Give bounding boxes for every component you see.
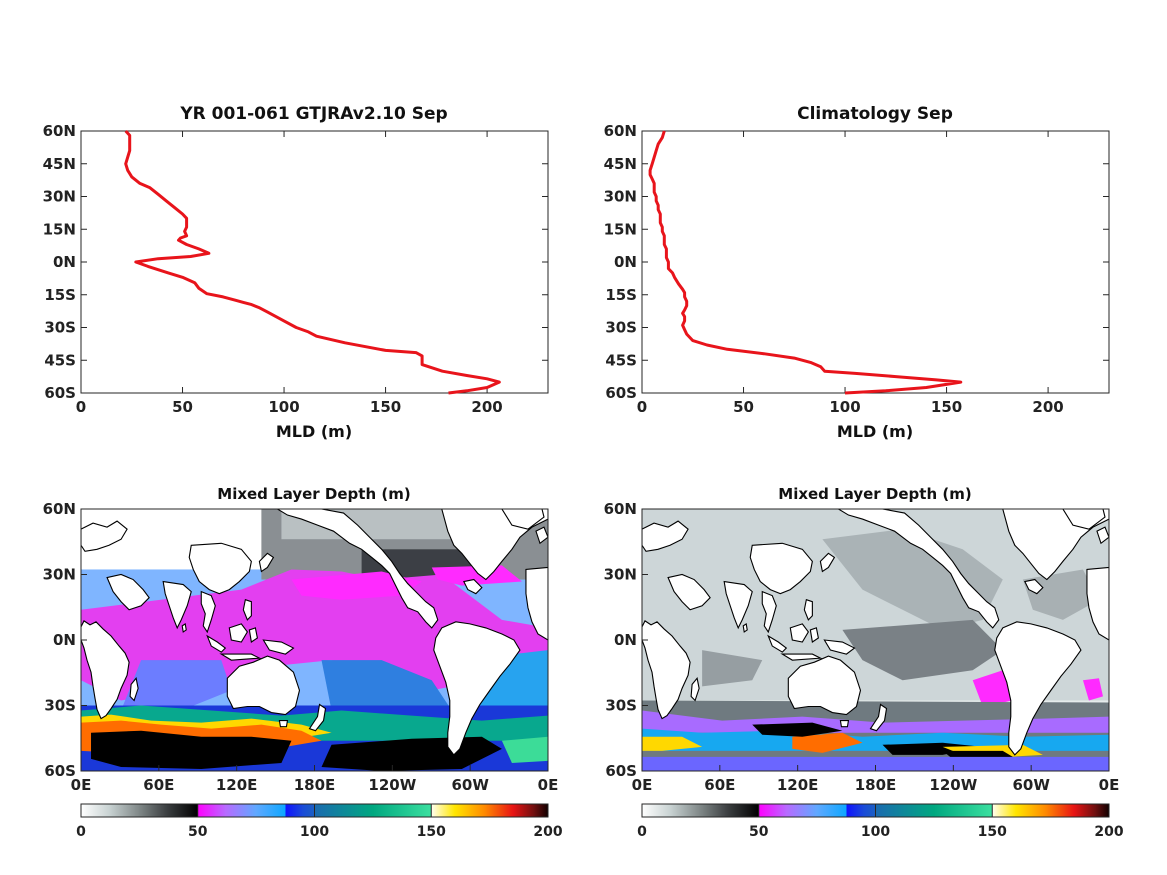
map-y-tick-label: 60N — [604, 500, 637, 518]
y-tick-label: 30S — [605, 319, 637, 337]
map-y-tick-label: 30S — [605, 697, 637, 715]
map-1-field — [81, 509, 548, 771]
x-tick-label: 0 — [76, 398, 86, 416]
y-tick-label: 45N — [43, 155, 76, 173]
map-x-tick-label: 120W — [929, 776, 977, 794]
map-y-tick-label: 60S — [605, 762, 637, 780]
map-y-tick-label: 60S — [44, 762, 76, 780]
map-2-colorbar-ticks: 0 50 100 150 200 — [637, 804, 1124, 840]
y-tick-label: 15S — [605, 286, 637, 304]
y-tick-label: 30N — [604, 188, 637, 206]
map-1-colorbar-ticks: 0 50 100 150 200 — [76, 804, 563, 840]
y-tick-label: 45N — [604, 155, 637, 173]
panel-1-x-ticks: 0 50 100 150 200 — [76, 131, 503, 416]
map-y-tick-label: 0N — [614, 631, 637, 649]
map-x-tick-label: 60W — [451, 776, 489, 794]
y-tick-label: 15N — [43, 220, 76, 238]
panel-2-axes — [641, 130, 1110, 394]
map-1-colorbar: 0 50 100 150 200 — [76, 803, 563, 840]
x-tick-label: 150 — [370, 398, 401, 416]
map-x-tick-label: 60E — [143, 776, 174, 794]
colorbar-tick-label: 50 — [188, 824, 208, 840]
colorbar-tick-label: 200 — [533, 824, 562, 840]
colorbar-tick-label: 200 — [1094, 824, 1123, 840]
colorbar-tick-label: 150 — [978, 824, 1007, 840]
colorbar-tick-label: 150 — [417, 824, 446, 840]
x-tick-label: 200 — [1032, 398, 1063, 416]
x-tick-label: 50 — [172, 398, 193, 416]
map-x-tick-label: 0E — [1099, 776, 1120, 794]
y-tick-label: 60S — [44, 384, 76, 402]
map-y-tick-label: 30N — [43, 566, 76, 584]
map-2-colorbar: 0 50 100 150 200 — [637, 803, 1124, 840]
x-tick-label: 200 — [471, 398, 502, 416]
map-1-x-ticks: 0E 60E 120E 180E 120W 60W 0E — [71, 765, 559, 794]
x-tick-label: 100 — [829, 398, 860, 416]
map-y-tick-label: 0N — [53, 631, 76, 649]
y-tick-label: 60N — [43, 122, 76, 140]
y-tick-label: 30S — [44, 319, 76, 337]
map-y-tick-label: 30N — [604, 566, 637, 584]
x-tick-label: 50 — [733, 398, 754, 416]
panel-1-xlabel: MLD (m) — [276, 422, 352, 441]
panel-1-axes — [80, 130, 549, 394]
colorbar-tick-label: 50 — [749, 824, 769, 840]
panel-2-y-ticks: 60S 45S 30S 15S 0N 15N 30N 45N 60N — [604, 122, 1109, 402]
map-x-tick-label: 60W — [1012, 776, 1050, 794]
map-y-tick-label: 30S — [44, 697, 76, 715]
y-tick-label: 45S — [605, 351, 637, 369]
panel-2-xlabel: MLD (m) — [837, 422, 913, 441]
panel-2-title: Climatology Sep — [797, 104, 953, 124]
map-1-title: Mixed Layer Depth (m) — [217, 485, 410, 503]
y-tick-label: 60N — [604, 122, 637, 140]
map-panel-1: Mixed Layer Depth (m) — [43, 485, 563, 840]
map-2-x-ticks: 0E 60E 120E 180E 120W 60W 0E — [632, 765, 1120, 794]
panel-1-mld-line — [124, 129, 501, 395]
panel-2-mld-line — [648, 130, 963, 395]
map-y-tick-label: 60N — [43, 500, 76, 518]
map-2-title: Mixed Layer Depth (m) — [778, 485, 971, 503]
map-x-tick-label: 120E — [216, 776, 258, 794]
y-tick-label: 15S — [44, 286, 76, 304]
y-tick-label: 15N — [604, 220, 637, 238]
y-tick-label: 60S — [605, 384, 637, 402]
map-x-tick-label: 0E — [538, 776, 559, 794]
map-x-tick-label: 120E — [777, 776, 819, 794]
y-tick-label: 0N — [53, 253, 76, 271]
y-tick-label: 45S — [44, 351, 76, 369]
map-2-field — [642, 509, 1109, 771]
x-tick-label: 100 — [268, 398, 299, 416]
map-1-y-ticks: 60S 30S 0N 30N 60N — [43, 500, 87, 780]
panel-1-y-ticks: 60S 45S 30S 15S 0N 15N 30N 45N 60N — [43, 122, 548, 402]
y-tick-label: 0N — [614, 253, 637, 271]
map-x-tick-label: 120W — [368, 776, 416, 794]
x-tick-label: 150 — [931, 398, 962, 416]
colorbar-tick-label: 100 — [861, 824, 890, 840]
map-x-tick-label: 180E — [855, 776, 897, 794]
map-x-tick-label: 180E — [294, 776, 336, 794]
map-2-y-ticks: 60S 30S 0N 30N 60N — [604, 500, 648, 780]
colorbar-tick-label: 100 — [300, 824, 329, 840]
x-tick-label: 0 — [637, 398, 647, 416]
panel-2-x-ticks: 0 50 100 150 200 — [637, 131, 1064, 416]
line-panel-1: YR 001-061 GTJRAv2.10 Sep 60S 45S 30S 15S 0N… — [43, 104, 549, 441]
map-x-tick-label: 0E — [632, 776, 653, 794]
panel-1-title: YR 001-061 GTJRAv2.10 Sep — [179, 104, 447, 124]
line-panel-2: Climatology Sep 60S45S30S15S0N15N30N45N6… — [604, 104, 1110, 441]
colorbar-tick-label: 0 — [637, 824, 647, 840]
colorbar-tick-label: 0 — [76, 824, 86, 840]
map-x-tick-label: 60E — [704, 776, 735, 794]
map-x-tick-label: 0E — [71, 776, 92, 794]
y-tick-label: 30N — [43, 188, 76, 206]
